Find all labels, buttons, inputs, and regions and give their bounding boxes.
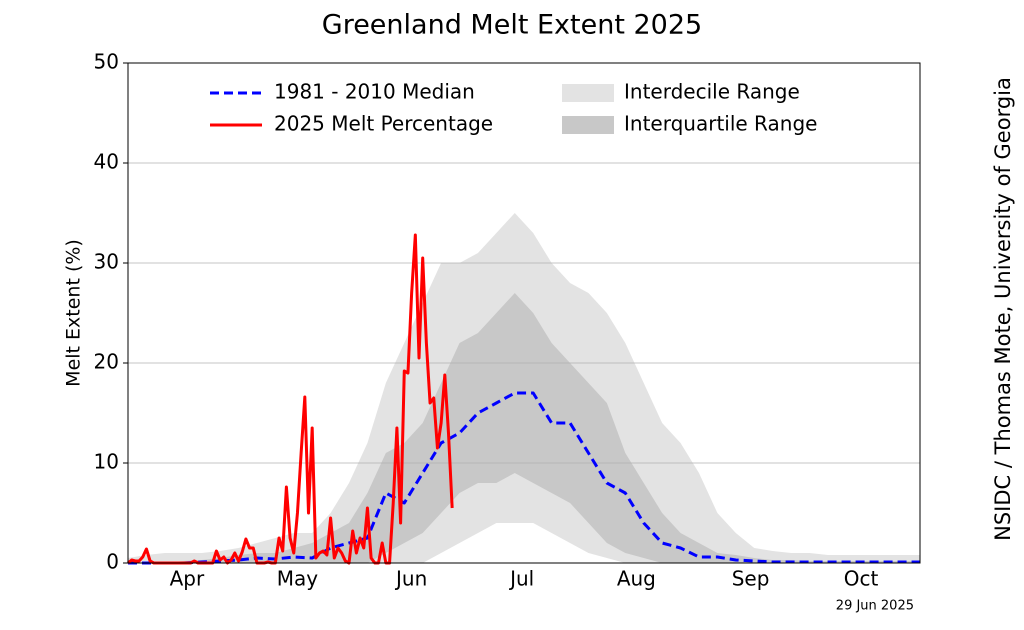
range-band [128,293,920,563]
x-tick-label: May [277,567,319,591]
x-tick-label: Sep [732,567,770,591]
legend-label: 2025 Melt Percentage [274,112,493,136]
legend-swatch [562,116,614,134]
y-tick-label: 50 [94,50,119,74]
chart-title: Greenland Melt Extent 2025 [322,10,702,41]
date-note: 29 Jun 2025 [836,599,914,614]
y-tick-label: 30 [94,250,119,274]
y-axis-label: Melt Extent (%) [63,239,85,387]
legend-label: 1981 - 2010 Median [274,80,475,104]
x-tick-label: Oct [844,567,879,591]
x-tick-label: Apr [170,567,205,591]
y-tick-label: 20 [94,350,119,374]
legend-swatch [562,84,614,102]
x-tick-label: Jul [508,567,534,591]
y-tick-label: 10 [94,450,119,474]
plot-frame [127,62,921,564]
x-tick-label: Jun [394,567,427,591]
credit: NSIDC / Thomas Mote, University of Georg… [991,77,1015,541]
series-line [128,391,920,565]
legend-label: Interdecile Range [624,80,800,104]
y-tick-label: 40 [94,150,119,174]
y-tick-label: 0 [106,550,119,574]
x-tick-label: Aug [617,567,656,591]
legend-label: Interquartile Range [624,112,817,136]
